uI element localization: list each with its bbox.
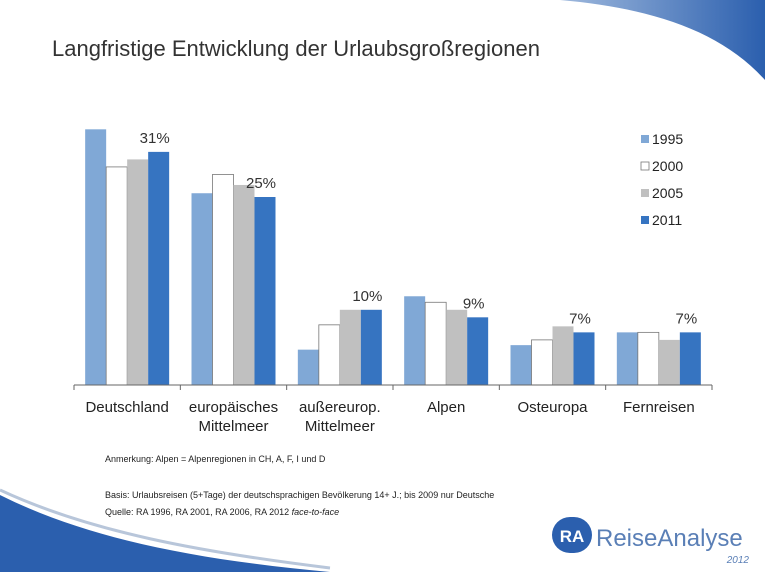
value-label: 7% [569,310,591,327]
legend-swatch [641,135,649,143]
logo-name: ReiseAnalyse [596,525,743,552]
bar [616,332,638,385]
bar [233,184,255,385]
swoosh-edge [0,488,331,570]
bar [85,129,107,385]
legend-label: 1995 [652,131,683,147]
chart-title: Langfristige Entwicklung der Urlaubsgroß… [52,36,540,61]
bar [637,331,660,386]
bar [446,309,468,385]
x-tick-label: Deutschland [85,399,169,416]
logo-mark: RA [560,527,585,546]
bar [127,159,149,385]
note: Anmerkung: Alpen = Alpenregionen in CH, … [105,454,326,464]
swoosh-top [560,0,765,80]
bar [105,166,128,386]
bar [191,193,213,385]
bar [552,326,574,385]
swoosh-bottom [0,495,330,572]
bar [658,339,680,385]
bar [573,332,595,385]
value-label: 31% [140,130,170,147]
legend-swatch [640,161,650,171]
note: Quelle: RA 1996, RA 2001, RA 2006, RA 20… [105,507,339,517]
bar [297,349,319,385]
logo-year: 2012 [726,555,750,566]
bar [679,332,701,385]
value-label: 25% [246,175,276,192]
bar [360,309,382,385]
x-tick-label: Fernreisen [622,399,695,416]
value-label: 10% [352,288,382,305]
legend-swatch [641,189,649,197]
x-tick-label: Osteuropa [517,399,588,416]
note: Basis: Urlaubsreisen (5+Tage) der deutsc… [105,490,495,500]
bar [531,339,553,386]
value-label: 7% [675,310,697,327]
bar [212,174,234,386]
bar [404,296,426,385]
legend-label: 2000 [652,158,683,174]
bar [339,309,361,385]
bar [510,345,532,385]
bar [254,197,276,385]
legend-label: 2005 [652,185,683,201]
bar [424,301,447,386]
x-tick-label: Alpen [426,399,466,416]
value-label: 9% [463,295,485,312]
x-tick-label: europäisches Mittelmeer [188,399,279,435]
note-text: Quelle: RA 1996, RA 2001, RA 2006, RA 20… [105,507,292,517]
bar [318,324,341,386]
note-italic: face-to-face [291,507,340,517]
x-tick-label: außereurop. Mittelmeer [298,399,381,435]
logo-badge [552,517,592,553]
bar [467,317,489,385]
legend-label: 2011 [652,212,682,228]
bar [148,151,170,385]
legend-swatch [641,216,649,224]
